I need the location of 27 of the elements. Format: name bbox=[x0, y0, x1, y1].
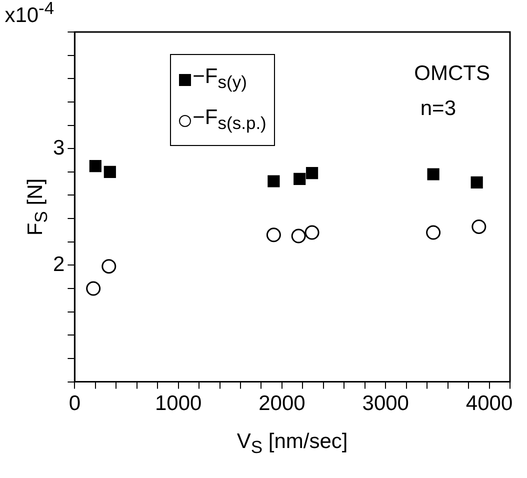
x-tick-label: 4000 bbox=[466, 392, 513, 416]
point bbox=[89, 160, 102, 172]
point bbox=[266, 228, 281, 242]
point bbox=[472, 219, 486, 234]
x-tick-label: 1000 bbox=[154, 392, 202, 416]
point bbox=[268, 175, 280, 188]
text: x10$^{-4}$ bbox=[4, 0, 54, 28]
annotation: n=3 bbox=[420, 97, 456, 121]
point bbox=[291, 228, 306, 244]
point bbox=[470, 176, 483, 188]
point bbox=[294, 172, 306, 185]
point bbox=[426, 225, 441, 240]
point bbox=[427, 168, 440, 180]
x-axis-title: V$_{S}$ [nm/sec] bbox=[236, 430, 348, 458]
y-tick-label: 2 bbox=[52, 252, 65, 276]
legend-label: −F$_{s(s.p.)}$ bbox=[192, 105, 266, 136]
annotation: OMCTS bbox=[414, 62, 490, 86]
x-tick-label: 2000 bbox=[258, 392, 306, 416]
legend-label: −F$_{s(y)}$ bbox=[192, 64, 247, 94]
point bbox=[306, 167, 318, 180]
point bbox=[104, 166, 116, 178]
x-tick-label: 3000 bbox=[362, 392, 409, 416]
point bbox=[102, 259, 116, 274]
point bbox=[86, 281, 101, 296]
point bbox=[304, 225, 320, 240]
x-tick-label: 0 bbox=[68, 392, 81, 416]
y-tick-label: 3 bbox=[52, 136, 65, 160]
